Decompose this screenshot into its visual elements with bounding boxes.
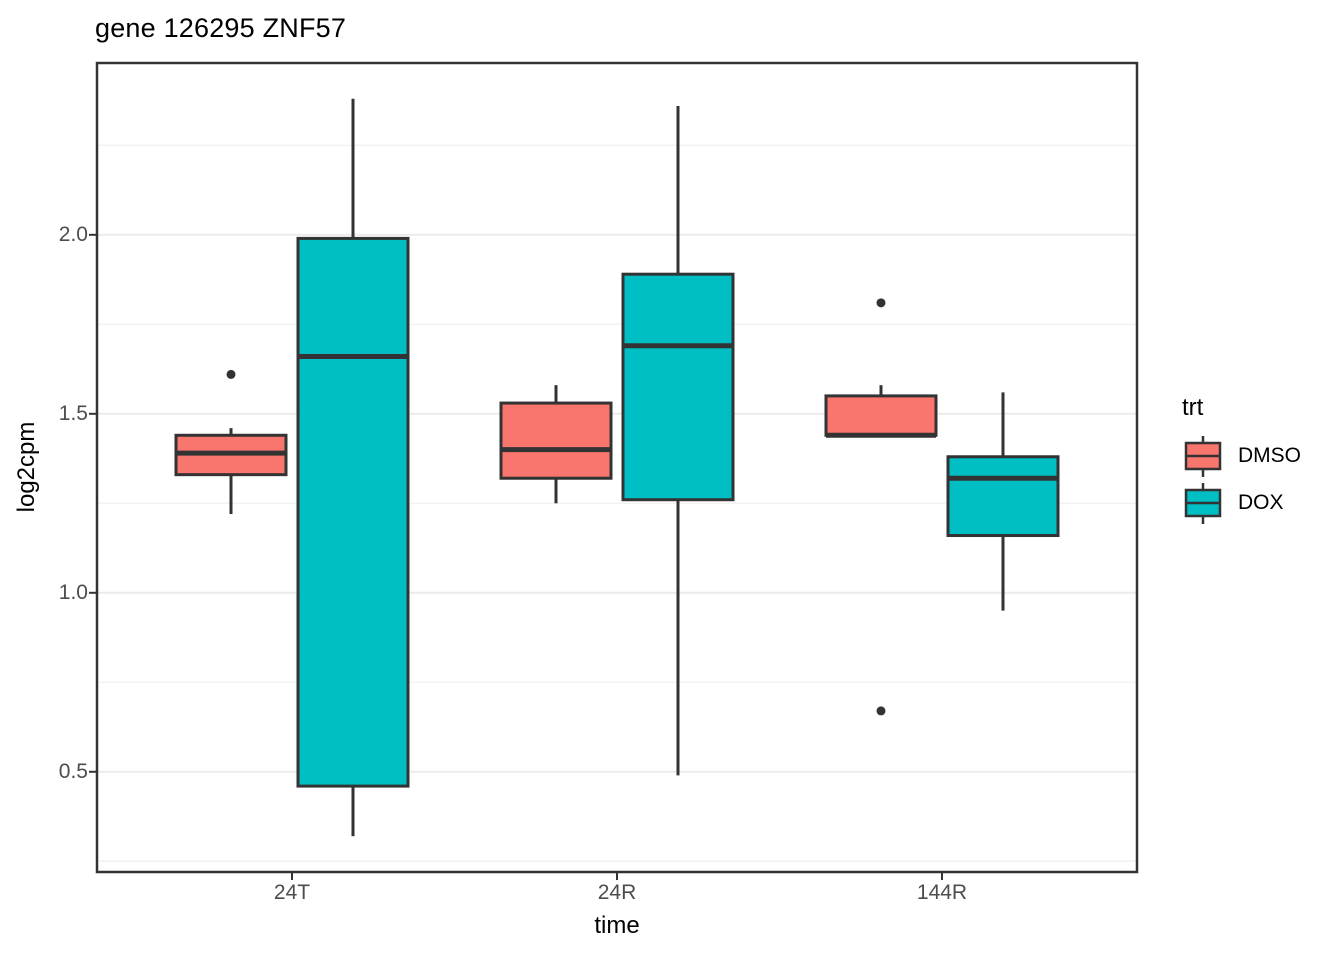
x-tick-label-144R: 144R bbox=[916, 881, 968, 904]
box-24T-DOX bbox=[296, 236, 410, 788]
legend-title: trt bbox=[1182, 394, 1204, 421]
x-tick-label-24R: 24R bbox=[597, 881, 637, 904]
chart-title: gene 126295 ZNF57 bbox=[95, 13, 347, 43]
x-tick-label-24T: 24T bbox=[273, 881, 311, 904]
legend-entry-dmso: DMSO bbox=[1180, 432, 1301, 479]
legend-label-dmso: DMSO bbox=[1238, 443, 1301, 467]
y-axis-title: log2cpm bbox=[13, 421, 40, 513]
y-tick-label-2.0: 2.0 bbox=[58, 222, 88, 246]
legend: trt DMSO DOX bbox=[1180, 394, 1301, 526]
x-axis-title: time bbox=[594, 912, 640, 939]
box-144R-DOX bbox=[946, 455, 1060, 538]
legend-label-dox: DOX bbox=[1238, 490, 1284, 514]
y-tick-label-1.5: 1.5 bbox=[58, 401, 88, 425]
y-tick-label-1.0: 1.0 bbox=[58, 580, 88, 604]
legend-entry-dox: DOX bbox=[1180, 479, 1301, 526]
plot-panel-border bbox=[95, 61, 1139, 874]
outlier-point bbox=[876, 706, 886, 716]
box-24R-DMSO bbox=[499, 401, 613, 480]
outlier-point bbox=[876, 298, 886, 308]
boxplot-key-icon bbox=[1184, 482, 1222, 524]
boxplot-key-icon bbox=[1184, 435, 1222, 477]
y-tick-label-0.5: 0.5 bbox=[58, 759, 88, 783]
outlier-point bbox=[226, 369, 236, 379]
box-24R-DOX bbox=[621, 272, 735, 502]
box-144R-DMSO bbox=[824, 394, 938, 437]
